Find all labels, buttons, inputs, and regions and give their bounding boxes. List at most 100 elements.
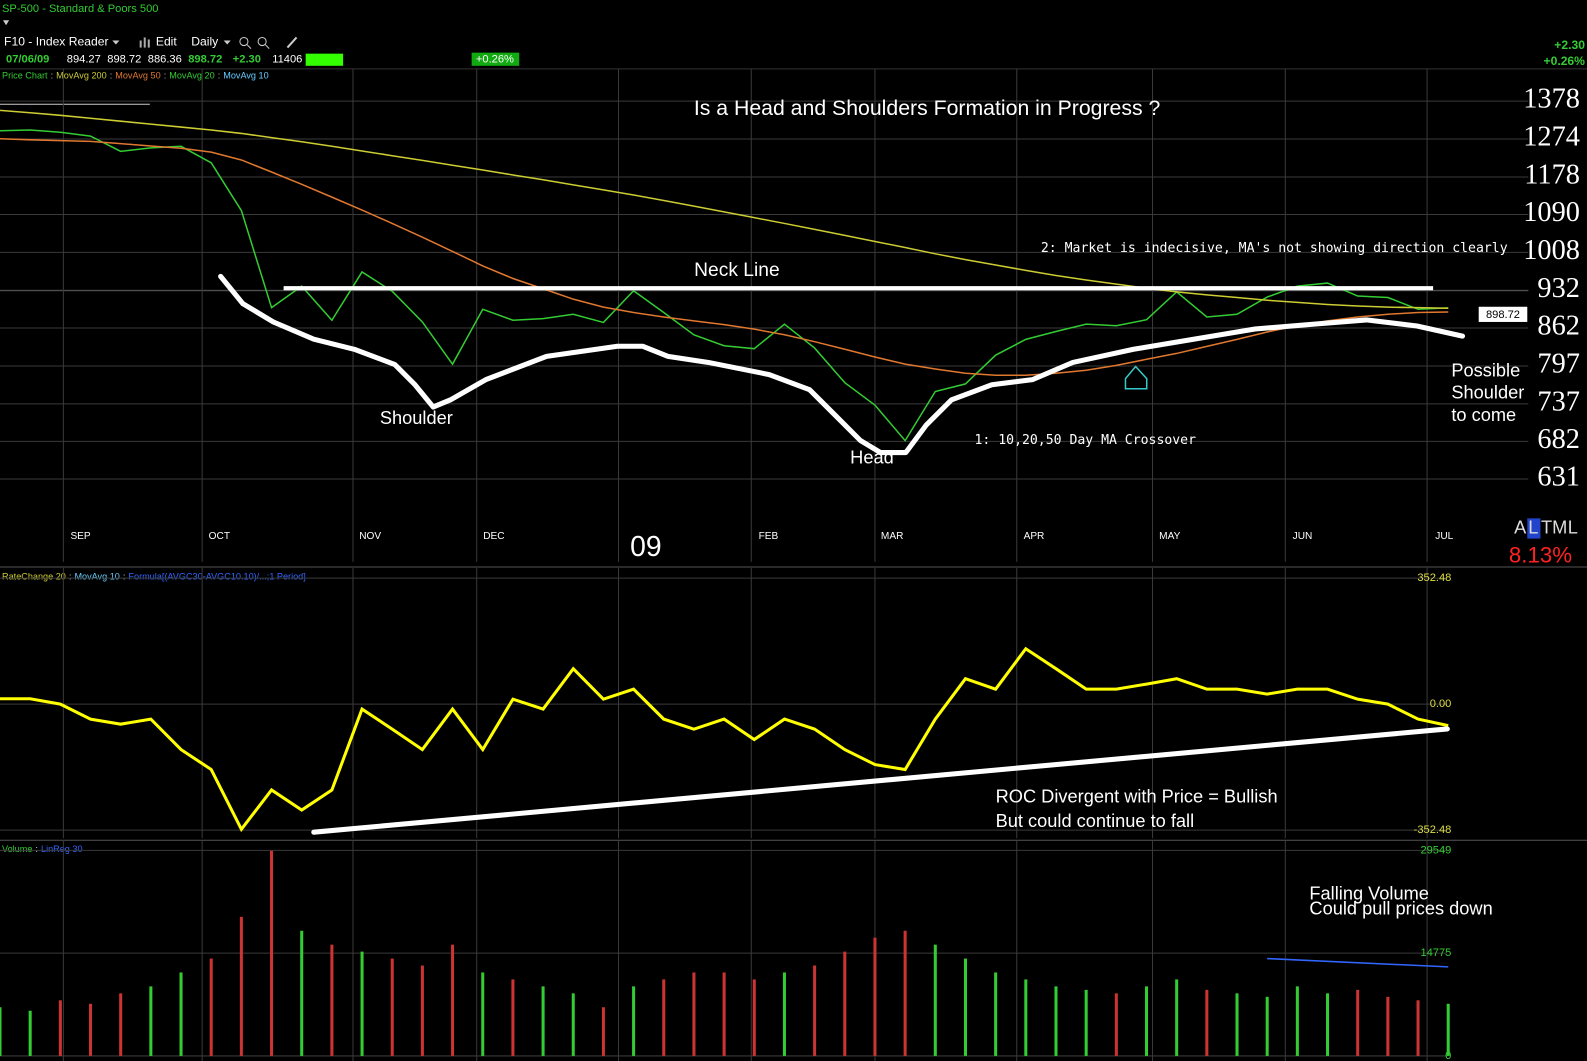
annotation: But could continue to fall (996, 811, 1194, 831)
quote-high: 898.72 (107, 54, 141, 66)
x-tick-label: SEP (70, 531, 90, 542)
marker-icon (1124, 365, 1148, 390)
y-tick-label: 1378 (1523, 84, 1580, 115)
volume-bar (270, 850, 274, 1056)
volume-bar (0, 1007, 2, 1056)
x-tick-label: MAR (881, 531, 903, 542)
quote-date: 07/06/09 (6, 54, 49, 66)
volume-bar (420, 965, 424, 1056)
volume-bar (1054, 986, 1058, 1056)
volume-bar (963, 958, 967, 1056)
y-tick-label: 0.00 (1430, 698, 1452, 710)
volume-bar (903, 930, 907, 1056)
symbol: SP-500 - Standard & Poors 500 (2, 3, 158, 15)
volume-bar (541, 986, 545, 1056)
timeframe-button[interactable]: M (1552, 517, 1567, 537)
linreg-line (1267, 957, 1449, 968)
dropdown-arrow[interactable] (112, 40, 120, 45)
x-tick-label: FEB (759, 531, 779, 542)
layout-selector[interactable]: F10 - Index Reader (4, 35, 108, 49)
volume-bar (239, 916, 243, 1056)
annotation: Shoulder (380, 408, 453, 428)
hand-drawn-curve (218, 273, 1466, 456)
annotation: Could pull prices down (1309, 899, 1492, 919)
timeframe-button[interactable]: L (1528, 517, 1538, 537)
timeframe-button[interactable]: L (1568, 517, 1578, 537)
zoom-out[interactable] (257, 36, 270, 49)
menu-arrow[interactable] (3, 20, 10, 26)
legend-entry: Price Chart (2, 70, 48, 80)
volume-bar (360, 951, 364, 1056)
chart-title: Is a Head and Shoulders Formation in Pro… (694, 96, 1161, 120)
y-tick-label: 1090 (1523, 197, 1580, 228)
y-tick-label: 1008 (1523, 235, 1580, 266)
timeframe-button[interactable]: T (1541, 517, 1552, 537)
volume-bar (511, 979, 515, 1056)
annotation: ROC Divergent with Price = Bullish (996, 787, 1278, 807)
volume-bar (88, 1003, 93, 1056)
draw-tool[interactable] (286, 36, 298, 49)
series-line (0, 137, 1449, 376)
quote-close: 898.72 (188, 54, 222, 66)
zoom-in[interactable] (239, 36, 252, 49)
right-change: +2.30 (1554, 38, 1585, 52)
x-tick-label: JUL (1435, 531, 1453, 542)
bar-icon[interactable] (139, 37, 150, 48)
quote-low: 886.36 (148, 54, 182, 66)
roc-trend-line (311, 726, 1450, 835)
series-line (0, 109, 1449, 310)
legend-entry: MovAvg 10 (223, 70, 268, 80)
legend-separator: : (69, 571, 72, 581)
quote-volume: 11406 (272, 54, 302, 66)
neckline-label: Neck Line (694, 260, 779, 281)
side-note: Shoulder (1451, 383, 1524, 403)
legend-separator: : (110, 70, 113, 80)
timeframe-button[interactable]: A (1514, 517, 1527, 537)
volume-bar (149, 986, 153, 1056)
y-tick-label: 1178 (1524, 159, 1580, 190)
last-price: 898.72 (1486, 309, 1520, 321)
legend-separator: : (51, 70, 54, 80)
edit-button[interactable]: Edit (156, 35, 178, 49)
volume-bar (873, 937, 877, 1056)
volume-bar (1386, 996, 1390, 1056)
volume-bar (933, 944, 937, 1056)
legend-entry: MovAvg 20 (169, 70, 214, 80)
y-tick-label: 682 (1537, 424, 1579, 455)
y-tick-label: 932 (1537, 273, 1579, 304)
range-pct: 8.13% (1509, 543, 1572, 568)
y-tick-label: 29549 (1420, 844, 1451, 856)
y-tick-label: 14775 (1420, 947, 1451, 959)
x-tick-label: NOV (359, 531, 381, 542)
volume-bar (1235, 993, 1239, 1056)
volume-bar (843, 951, 847, 1056)
x-tick-label: JUN (1293, 531, 1313, 542)
legend-separator: : (218, 70, 221, 80)
dropdown-arrow[interactable] (223, 40, 231, 45)
x-tick-label: MAY (1159, 531, 1180, 542)
series-line (0, 129, 1449, 442)
volume-bar (722, 972, 726, 1056)
volume-bar (1175, 979, 1179, 1056)
volume-bar (994, 972, 998, 1056)
change-pct: +0.26% (476, 54, 514, 66)
volume-bar (179, 972, 183, 1056)
y-tick-label: 737 (1537, 386, 1579, 417)
volume-bar (481, 972, 485, 1056)
volume-bar (1114, 993, 1118, 1056)
volume-bar (1416, 1000, 1420, 1056)
volume-bar (300, 930, 304, 1056)
legend-entry: MovAvg 200 (56, 70, 106, 80)
volume-bar (1446, 1003, 1450, 1056)
legend-entry: Formula[(AVGC30-AVGC10.10)/...;1 Period] (128, 571, 305, 581)
volume-bar (692, 972, 696, 1056)
volume-bar (1265, 996, 1269, 1056)
volume-bar (632, 986, 636, 1056)
timeframe-highlight (1527, 518, 1541, 539)
y-tick-label: 862 (1537, 311, 1579, 342)
volume-bar (209, 958, 213, 1056)
quote-change: +2.30 (233, 54, 261, 66)
y-tick-label: 631 (1537, 461, 1579, 492)
period-selector[interactable]: Daily (191, 35, 219, 49)
legend-entry: Volume (2, 844, 32, 854)
